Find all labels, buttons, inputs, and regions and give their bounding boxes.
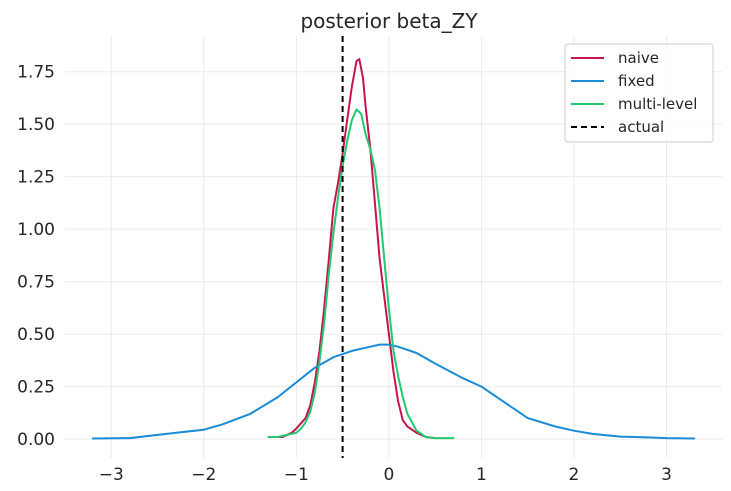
x-tick-label: −3 (99, 465, 124, 485)
legend-label-actual: actual (618, 118, 664, 136)
y-tick-label: 0.00 (17, 430, 55, 450)
y-tick-label: 1.25 (17, 168, 55, 188)
legend-label-fixed: fixed (618, 72, 655, 90)
y-tick-label: 0.25 (17, 378, 55, 398)
x-tick-label: −1 (284, 465, 309, 485)
x-tick-label: 0 (383, 465, 394, 485)
x-tick-label: −2 (191, 465, 216, 485)
x-tick-label: 3 (661, 465, 672, 485)
x-axis: −3 −2 −1 0 1 2 3 (99, 465, 672, 485)
y-tick-label: 0.75 (17, 273, 55, 293)
y-tick-label: 0.50 (17, 325, 55, 345)
series-line-naive (267, 58, 437, 440)
legend-box (564, 43, 714, 143)
x-tick-label: 1 (476, 465, 487, 485)
y-tick-label: 1.75 (17, 63, 55, 83)
legend: naive fixed multi-level actual (564, 43, 714, 143)
series-line-multi-level (267, 108, 455, 440)
chart-title: posterior beta_ZY (300, 9, 478, 33)
y-axis: 0.00 0.25 0.50 0.75 1.00 1.25 1.50 1.75 (17, 63, 55, 450)
x-tick-label: 2 (569, 465, 580, 485)
legend-label-naive: naive (618, 49, 659, 67)
legend-label-multi-level: multi-level (618, 95, 697, 113)
series-line-fixed (91, 343, 696, 440)
y-tick-label: 1.00 (17, 220, 55, 240)
series-layer (91, 58, 696, 440)
y-tick-label: 1.50 (17, 115, 55, 135)
